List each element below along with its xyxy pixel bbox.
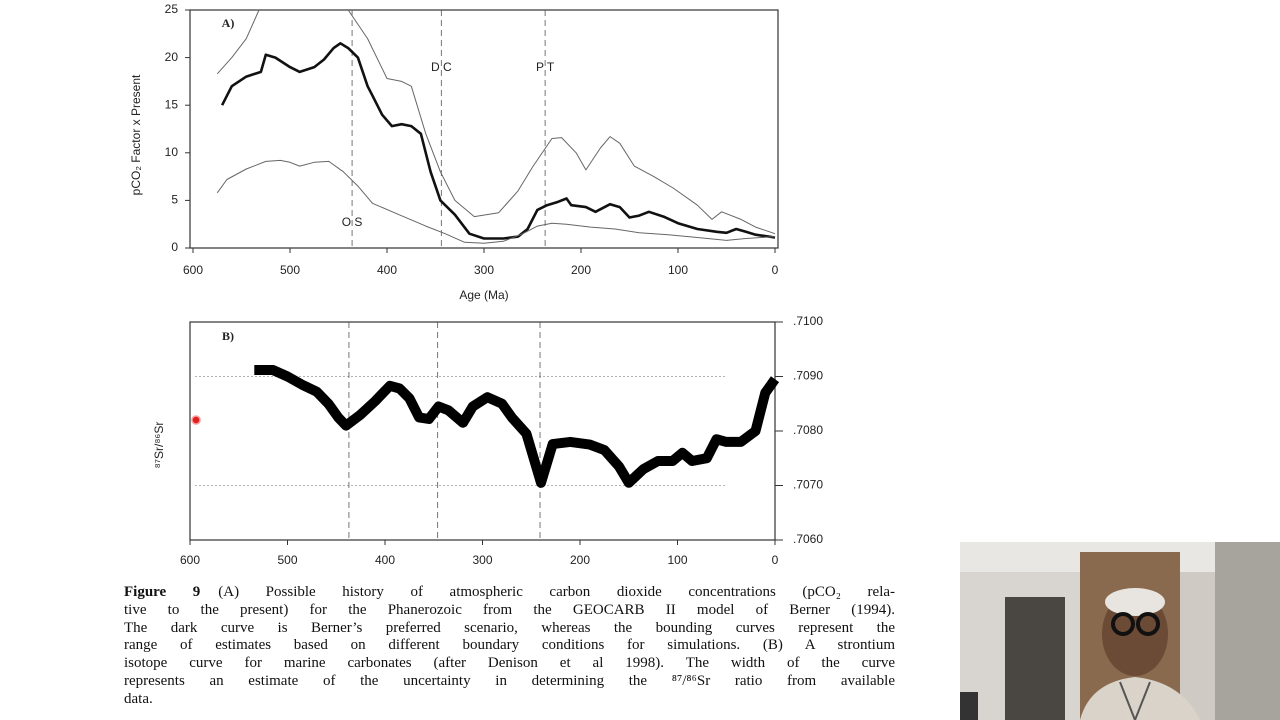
x-axis-title: Age (Ma) (459, 288, 508, 302)
webcam-scene (960, 542, 1280, 720)
y-axis-title: pCO₂ Factor x Present (129, 74, 143, 195)
data-line (254, 365, 780, 488)
caption-line: The dark curve is Berner’s preferred sce… (124, 620, 895, 638)
y-tick-label: .7070 (793, 478, 823, 492)
x-tick-label: 500 (277, 553, 297, 567)
panel-label: A) (222, 16, 235, 30)
x-tick-label: 100 (668, 263, 688, 277)
caption-text: isotope curve for marine carbonates (aft… (124, 655, 895, 672)
y-tick-label: 10 (165, 145, 179, 159)
figure: O S D C P T 600 500 400 300 200 100 0 0 5 10 15 20 25 A)… (129, 2, 823, 567)
x-tick-label: 0 (772, 263, 779, 277)
caption-text: represents an estimate of the uncertaint… (124, 672, 895, 689)
data-line (216, 159, 776, 244)
caption-line: data. (124, 691, 895, 709)
x-tick-label: 300 (474, 263, 494, 277)
x-tick-label: 100 (667, 553, 687, 567)
caption-line: tive to the present) for the Phanerozoic… (124, 602, 895, 620)
caption-text: The dark curve is Berner’s preferred sce… (124, 619, 895, 636)
plot-frame (189, 321, 776, 541)
caption-line: Figure 9 (A) Possible history of atmosphe… (124, 584, 895, 602)
y-tick-label: .7060 (793, 532, 823, 546)
x-tick-label: 400 (375, 553, 395, 567)
x-tick-label: 600 (180, 553, 200, 567)
x-tick-label: 300 (472, 553, 492, 567)
y-tick-label: 0 (171, 240, 178, 254)
x-tick-label: 600 (183, 263, 203, 277)
boundary-label: P T (536, 60, 555, 74)
caption-label: Figure 9 (124, 584, 201, 600)
x-tick-label: 400 (377, 263, 397, 277)
caption-text: range of estimates based on different bo… (124, 637, 895, 654)
y-tick-label: .7100 (793, 314, 823, 328)
boundary-label: O S (342, 215, 363, 229)
caption-line: isotope curve for marine carbonates (aft… (124, 655, 895, 673)
caption-text: tive to the present) for the Phanerozoic… (124, 601, 895, 618)
y-tick-label: 20 (165, 50, 179, 64)
y-tick-label: .7080 (793, 423, 823, 437)
y-tick-label: 15 (165, 97, 179, 111)
boundary-label: D C (431, 60, 452, 74)
plot-frame (189, 9, 779, 249)
caption-line: represents an estimate of the uncertaint… (124, 673, 895, 691)
webcam-video (960, 542, 1280, 720)
y-tick-label: 25 (165, 2, 179, 16)
x-tick-label: 0 (772, 553, 779, 567)
caption-line: range of estimates based on different bo… (124, 637, 895, 655)
y-tick-label: .7090 (793, 369, 823, 383)
figure-caption: Figure 9 (A) Possible history of atmosphe… (124, 584, 895, 709)
data-line (216, 9, 776, 235)
x-tick-label: 200 (570, 553, 590, 567)
x-tick-label: 200 (571, 263, 591, 277)
y-axis-title: ⁸⁷Sr/⁸⁶Sr (152, 422, 166, 469)
caption-text: data. (124, 690, 153, 707)
caption-text: (A) Possible history of atmospheric carb… (218, 584, 896, 600)
y-tick-label: 5 (171, 193, 178, 207)
panel-label: B) (222, 329, 234, 343)
data-line (220, 42, 776, 240)
cursor-dot (191, 415, 201, 425)
x-tick-label: 500 (280, 263, 300, 277)
